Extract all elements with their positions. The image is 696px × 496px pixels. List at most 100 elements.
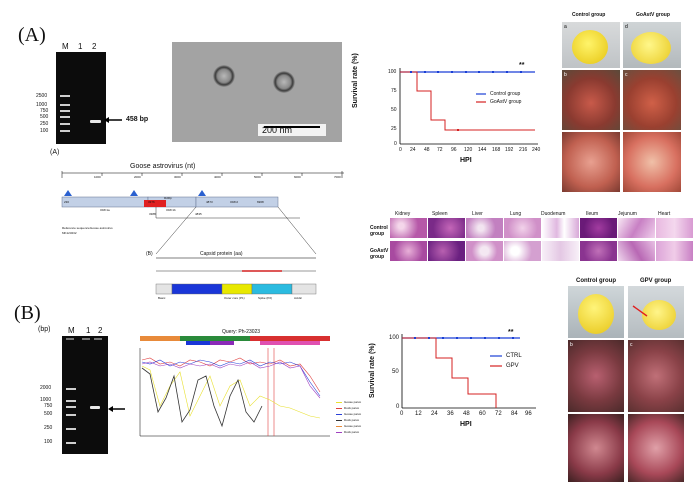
y-tick: 100 <box>388 69 397 75</box>
gel-a-marker: 750 <box>40 108 49 114</box>
gpv-curve <box>402 337 497 408</box>
gel-b-marker: 750 <box>44 403 53 409</box>
capsid-domain: Outer core (P1) <box>224 296 245 300</box>
gel-image-b <box>62 336 108 454</box>
simplot-legend: Goose parvo <box>344 424 362 428</box>
simplot-legend: Duck parvo <box>344 406 360 410</box>
gel-a-marker: 100 <box>40 128 49 134</box>
x-tick: 216 <box>519 147 528 153</box>
orf-label: RdRp <box>164 196 172 200</box>
histo-goastv-jejunum <box>618 241 655 261</box>
panel-label-a: (A) <box>18 24 46 46</box>
genome-sublabel: (A) <box>50 149 60 156</box>
capsid-domain: Spike (P2) <box>258 296 273 300</box>
histo-goastv-spleen <box>428 241 465 261</box>
position-label: 4835 <box>195 212 202 216</box>
gel-a-marker: 2500 <box>36 93 48 99</box>
histo-goastv-ileum <box>580 241 617 261</box>
histo-control-liver <box>466 218 503 238</box>
x-tick: 96 <box>525 411 532 417</box>
survival-b-ylabel: Survival rate (%) <box>369 343 376 398</box>
arrow-left-icon <box>108 406 125 412</box>
photos-b-col2: GPV group <box>640 278 672 284</box>
simplot-chart <box>139 336 342 437</box>
histo-tissue-label: Kidney <box>395 211 411 217</box>
photo-control-intestine-b <box>568 414 624 482</box>
position-label: 230 <box>64 200 70 204</box>
survival-a-ylabel: Survival rate (%) <box>352 53 359 108</box>
y-tick: 100 <box>389 335 400 341</box>
histo-tissue-label: Lung <box>510 211 522 217</box>
position-label: 4873 <box>206 200 213 204</box>
gel-a-marker: 1000 <box>36 102 48 108</box>
ruler-tick: 5000 <box>254 175 261 179</box>
x-tick: 0 <box>399 147 402 153</box>
histo-goastv-kidney <box>390 241 427 261</box>
photo-control-gosling: a <box>562 22 620 68</box>
gel-a-marker: 500 <box>40 114 49 120</box>
survival-chart-a <box>399 68 538 145</box>
histo-control-ileum <box>580 218 617 238</box>
x-tick: 0 <box>400 411 404 417</box>
capsid-sublabel: (B) <box>146 251 153 257</box>
x-tick: 72 <box>495 411 502 417</box>
arrow-left-icon <box>104 117 122 123</box>
gel-b-marker: 1000 <box>40 397 52 403</box>
x-tick: 60 <box>479 411 486 417</box>
capsid-domain: Acidic <box>294 296 303 300</box>
gel-a-band-label: 458 bp <box>126 116 149 123</box>
genome-map <box>61 171 344 295</box>
histo-goastv-heart <box>656 241 693 261</box>
histo-control-heart <box>656 218 693 238</box>
gel-b-marker: 250 <box>44 425 53 431</box>
photo-goastv-necropsy: c <box>623 70 681 130</box>
ruler-tick: 2000 <box>134 175 141 179</box>
histo-tissue-label: Duodenum <box>541 211 566 217</box>
photo-goastv-kidney <box>623 132 681 192</box>
photos-a-col1: Control group <box>572 12 606 18</box>
x-tick: 48 <box>463 411 470 417</box>
gel-a-marker: 250 <box>40 121 49 127</box>
simplot-legend: Goose parvo <box>344 400 362 404</box>
ruler-tick: 1000 <box>94 175 101 179</box>
histo-tissue-label: Ileum <box>586 211 599 217</box>
photo-control-necropsy-b: b <box>568 340 624 412</box>
histo-control-jejunum <box>618 218 655 238</box>
ruler-tick: 6000 <box>294 175 301 179</box>
histo-goastv-duodenum <box>542 241 579 261</box>
histo-control-kidney <box>390 218 427 238</box>
photo-gpv-necropsy: c <box>628 340 684 412</box>
capsid-domain: Basic <box>158 296 166 300</box>
gel-b-lane-2: 2 <box>98 326 103 335</box>
gel-b-lane-m: M <box>68 326 75 335</box>
position-label: 3388 <box>149 212 156 216</box>
genome-title: Goose astrovirus (nt) <box>130 163 196 170</box>
histo-control-duodenum <box>542 218 579 238</box>
x-tick: 84 <box>511 411 518 417</box>
histo-row-label: GoAstV group <box>370 248 389 260</box>
photo-control-necropsy: b <box>562 70 620 130</box>
y-tick: 50 <box>391 107 397 113</box>
photo-gpv-gosling <box>628 286 684 338</box>
photo-gpv-intestine <box>628 414 684 482</box>
x-tick: 36 <box>447 411 454 417</box>
survival-b-legend-ctrl: CTRL <box>506 353 522 359</box>
panel-label-b: (B) <box>14 302 41 324</box>
x-tick: 168 <box>492 147 501 153</box>
x-tick: 12 <box>415 411 422 417</box>
orf-label: ORF1b <box>166 208 176 212</box>
capsid-domain: Inner core (C) <box>180 296 199 300</box>
histo-goastv-liver <box>466 241 503 261</box>
simplot-legend: Goose parvo <box>344 412 362 416</box>
histo-goastv-lung <box>504 241 541 261</box>
x-tick: 192 <box>505 147 514 153</box>
simplot-legend: Duck parvo <box>344 418 360 422</box>
y-tick: 25 <box>391 126 397 132</box>
photos-a-col2: GoAstV group <box>636 12 670 18</box>
gel-a-band <box>90 120 101 123</box>
photos-b-col1: Control group <box>576 278 616 284</box>
survival-a-xlabel: HPI <box>460 157 472 164</box>
histo-tissue-label: Jejunum <box>618 211 637 217</box>
simplot-title: Query: Ph-23023 <box>222 329 261 335</box>
histo-row-label: Control group <box>370 225 388 237</box>
